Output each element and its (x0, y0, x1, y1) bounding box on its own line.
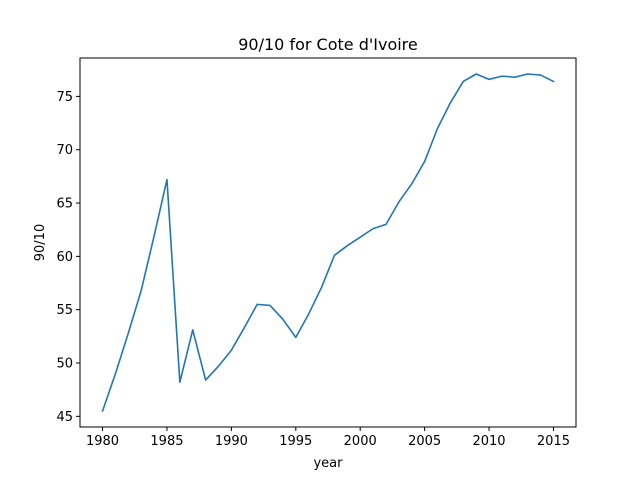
x-tick-label: 2005 (408, 434, 441, 449)
x-axis-label: year (313, 456, 343, 471)
x-axis: 1980 1985 1990 1995 2000 2005 2010 2015 (86, 427, 570, 449)
series-layer (101, 73, 555, 413)
x-tick-label: 1995 (279, 434, 312, 449)
x-tick-label: 1980 (86, 434, 119, 449)
x-tick-label: 2000 (344, 434, 377, 449)
x-tick-label: 2010 (472, 434, 505, 449)
plot-frame (79, 57, 577, 428)
x-tick-label: 2015 (537, 434, 570, 449)
x-tick-label: 1990 (215, 434, 248, 449)
plot-area (80, 58, 576, 427)
y-tick-label: 60 (56, 250, 73, 265)
y-tick-label: 50 (56, 357, 73, 372)
y-axis-label: 90/10 (33, 224, 48, 261)
chart-title: 90/10 for Cote d'Ivoire (238, 35, 418, 54)
y-tick-label: 70 (56, 143, 73, 158)
series-line (101, 73, 555, 413)
y-tick-label: 75 (56, 90, 73, 105)
y-tick-label: 45 (56, 410, 73, 425)
y-tick-label: 55 (56, 303, 73, 318)
y-tick-label: 65 (56, 197, 73, 212)
x-tick-label: 1985 (150, 434, 183, 449)
y-axis: 45 50 55 60 65 70 75 (56, 90, 80, 425)
